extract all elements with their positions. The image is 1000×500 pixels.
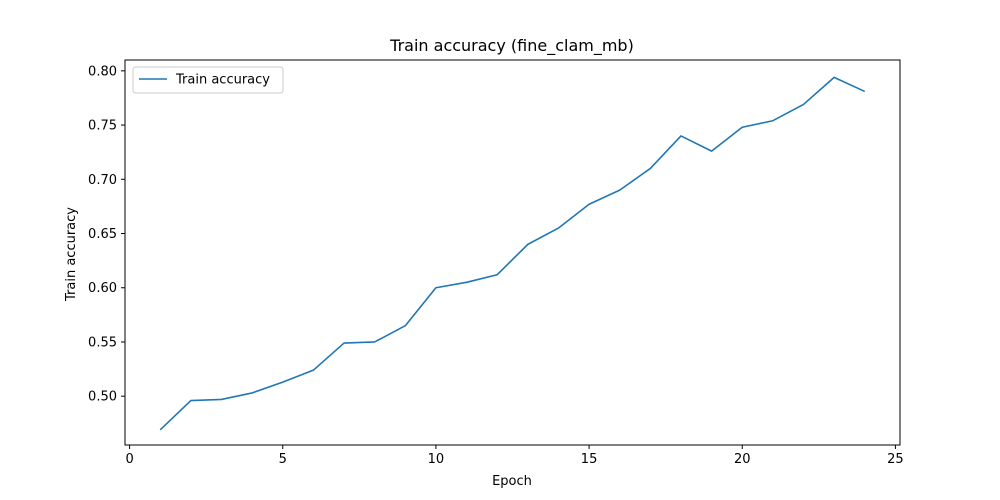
y-tick-label: 0.80 [88,64,117,79]
y-tick-label: 0.50 [88,390,117,405]
y-tick-label: 0.55 [88,335,117,350]
data-point [863,90,866,93]
data-point [159,428,162,431]
data-point [557,227,560,230]
x-tick-label: 10 [428,452,445,467]
y-tick-label: 0.60 [88,281,117,296]
data-point [220,398,223,401]
x-tick-label: 0 [125,452,133,467]
x-tick-label: 5 [279,452,287,467]
data-point [373,340,376,343]
data-point [343,342,346,345]
x-tick-label: 20 [734,452,751,467]
chart-title: Train accuracy (fine_clam_mb) [389,36,634,56]
data-point [588,203,591,206]
plot-area: 0 5 10 15 20 25 0.50 0.55 0.60 0.65 0.70 0.75 0.80 Tr… [88,59,904,467]
data-point [710,150,713,153]
data-point [802,103,805,106]
data-point [496,273,499,276]
x-tick-label: 25 [887,452,904,467]
legend-label: Train accuracy [175,73,270,88]
data-point [771,119,774,122]
data-point [189,399,192,402]
x-axis-label: Epoch [492,474,532,489]
data-point [281,381,284,384]
data-point [251,391,254,394]
data-point [649,167,652,170]
data-point [465,281,468,284]
y-tick-label: 0.70 [88,173,117,188]
legend-box [132,66,284,94]
data-point [312,369,315,372]
data-point [741,126,744,129]
data-point [434,286,437,289]
data-point [618,189,621,192]
y-axis-label: Train accuracy [64,207,79,302]
series-line-train-accuracy [159,76,866,431]
plot-frame [124,59,901,446]
data-point [404,324,407,327]
data-point [526,243,529,246]
y-tick-label: 0.75 [88,119,117,134]
data-point [679,134,682,137]
data-point [833,76,836,79]
y-tick-label: 0.65 [88,227,117,242]
x-tick-label: 15 [581,452,598,467]
